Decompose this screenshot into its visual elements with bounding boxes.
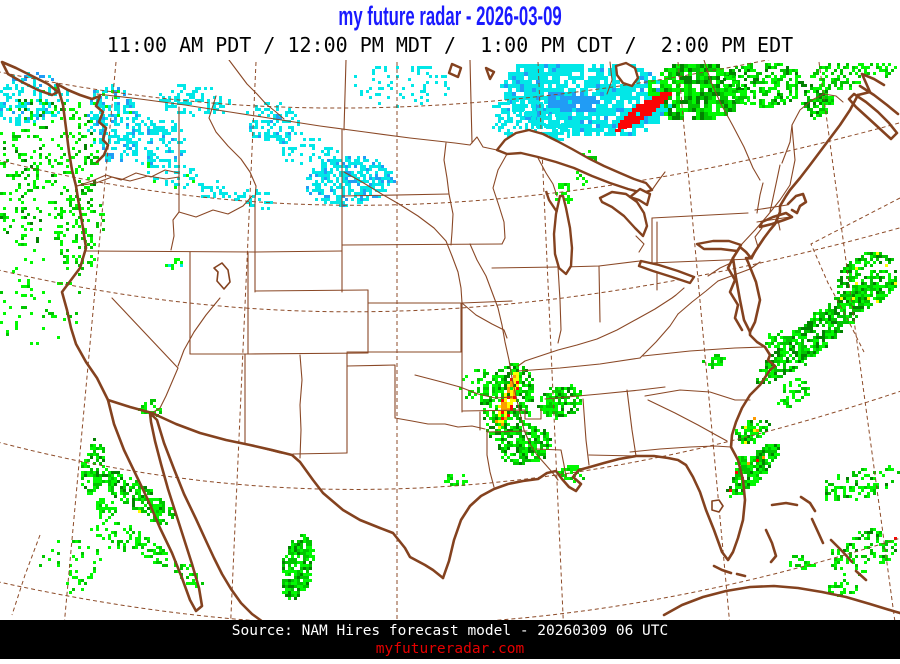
source-text: Source: NAM Hires forecast model - 20260…	[231, 623, 669, 639]
coastline-layer	[0, 60, 900, 632]
footer-bar: Source: NAM Hires forecast model - 20260…	[0, 620, 900, 659]
website-link[interactable]: myfutureradar.com	[375, 641, 525, 657]
maritime-boundary-baja	[11, 534, 41, 616]
title-row: my future radar - 2026-03-09	[0, 0, 900, 34]
georgian-bay	[628, 187, 652, 207]
precipitation-layer	[0, 63, 900, 600]
lakes-layer	[213, 61, 743, 513]
graticule-layer	[0, 29, 900, 660]
lake-superior	[495, 128, 654, 195]
state-borders-layer	[75, 59, 844, 488]
page-title: my future radar - 2026-03-09	[338, 1, 562, 31]
valid-time-text: 11:00 AM PDT / 12:00 PM MDT / 1:00 PM CD…	[106, 33, 794, 57]
lake-okeechobee	[711, 499, 724, 513]
rivers-layer	[76, 169, 734, 481]
subtitle-row: 11:00 AM PDT / 12:00 PM MDT / 1:00 PM CD…	[0, 34, 900, 57]
lake-erie	[637, 259, 696, 285]
lake-of-the-woods	[447, 62, 496, 81]
lake-nipigon	[614, 61, 640, 88]
lake-michigan	[552, 194, 574, 276]
green-bay	[544, 190, 558, 213]
lake-ontario	[695, 239, 743, 253]
header: my future radar - 2026-03-09 11:00 AM PD…	[0, 0, 900, 60]
maritime-boundary	[810, 197, 900, 353]
great-salt-lake	[213, 262, 231, 290]
lake-huron	[598, 190, 649, 238]
